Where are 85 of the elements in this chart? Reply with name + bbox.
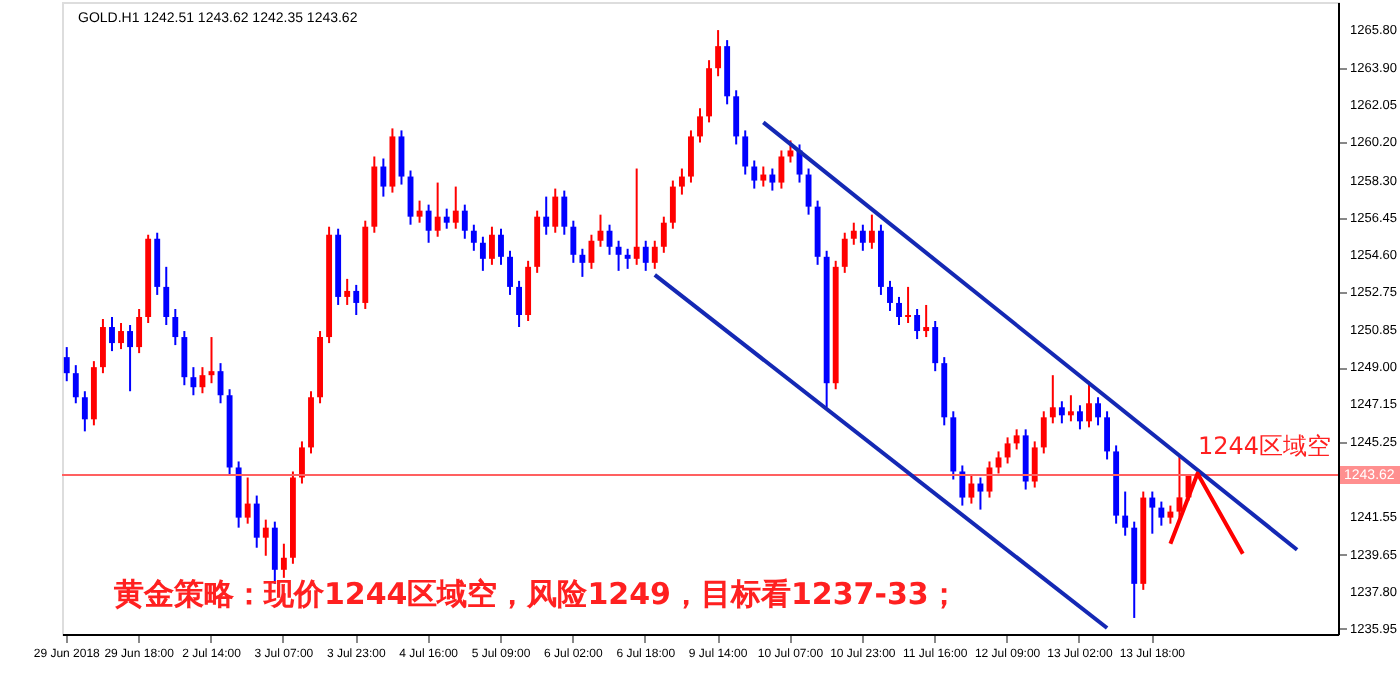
candlestick xyxy=(443,207,450,230)
candlestick xyxy=(778,149,785,190)
candlestick xyxy=(887,279,893,312)
candlestick xyxy=(72,364,79,405)
candlestick xyxy=(660,215,667,254)
candlestick xyxy=(498,227,504,266)
annotation: 黄金策略：现价1244区域空，风险1249，目标看1237-33； xyxy=(112,576,959,612)
candlestick xyxy=(425,203,432,244)
candlestick xyxy=(163,265,170,327)
candlestick xyxy=(1049,374,1056,425)
candlestick xyxy=(1167,504,1174,525)
candlestick xyxy=(923,303,930,339)
candlestick xyxy=(507,249,513,296)
candlestick xyxy=(859,223,866,252)
candlestick xyxy=(570,219,577,264)
candlestick xyxy=(100,318,106,375)
candlestick xyxy=(633,167,640,266)
candlestick xyxy=(977,476,984,511)
candlestick xyxy=(760,165,767,188)
annotation: 1244区域空 xyxy=(1198,432,1332,460)
candlestick xyxy=(697,107,703,144)
candlestick xyxy=(516,279,523,329)
candlestick xyxy=(868,213,875,250)
candlestick xyxy=(742,129,749,176)
candlestick xyxy=(1086,380,1092,429)
candlestick xyxy=(452,185,459,230)
candlestick xyxy=(118,322,124,351)
candlestick xyxy=(841,231,848,274)
candlestick xyxy=(543,195,550,236)
candlestick xyxy=(1013,428,1020,451)
candlestick xyxy=(1040,410,1047,455)
candlestick xyxy=(1158,500,1165,527)
candlestick xyxy=(262,518,269,557)
candlestick xyxy=(190,366,197,397)
candlestick xyxy=(751,159,758,190)
candlestick xyxy=(181,330,188,387)
candlestick xyxy=(914,307,921,341)
candlestick xyxy=(1004,436,1011,465)
candlestick xyxy=(850,221,857,246)
candlestick xyxy=(63,346,70,383)
candlestick xyxy=(488,225,495,266)
candlestick xyxy=(552,187,559,234)
candlestick xyxy=(678,167,685,196)
candlestick xyxy=(470,223,477,252)
candlestick xyxy=(1122,490,1129,537)
candlestick xyxy=(615,239,622,272)
candlestick xyxy=(688,129,694,184)
candlestick xyxy=(669,179,676,230)
candlestick xyxy=(127,324,134,393)
candlestick xyxy=(968,474,975,505)
candlestick xyxy=(1058,400,1065,425)
candlestick xyxy=(733,89,740,146)
candlestick xyxy=(353,283,360,316)
candlestick xyxy=(461,203,468,240)
candlestick xyxy=(932,320,939,373)
candlestick xyxy=(1095,396,1101,427)
candlestick xyxy=(253,494,260,549)
candlestick xyxy=(244,476,251,525)
candlestick xyxy=(434,181,441,238)
candlestick xyxy=(344,277,351,306)
candlestick xyxy=(1077,404,1083,431)
candlestick xyxy=(896,295,902,327)
candlestick xyxy=(715,29,722,78)
candlestick xyxy=(81,390,88,433)
candlestick xyxy=(624,247,631,270)
candlestick xyxy=(380,157,387,198)
candlestick xyxy=(561,189,568,236)
candlestick xyxy=(1149,490,1156,535)
candlestick xyxy=(299,440,305,485)
candlestick xyxy=(579,247,586,278)
candlestick xyxy=(109,316,115,353)
candlestick xyxy=(172,307,179,347)
candlestick xyxy=(959,464,966,507)
candlestick xyxy=(769,167,776,192)
candlestick xyxy=(1022,428,1029,491)
candlestick xyxy=(1104,410,1111,461)
candlestick xyxy=(280,542,287,579)
candlestick xyxy=(1067,394,1074,423)
candlestick xyxy=(1031,440,1038,489)
candlestick xyxy=(136,307,143,355)
candlestick xyxy=(651,239,658,270)
candlestick xyxy=(416,199,423,224)
candlestick xyxy=(905,285,912,325)
candlestick xyxy=(479,235,486,272)
candlestick xyxy=(642,239,649,272)
